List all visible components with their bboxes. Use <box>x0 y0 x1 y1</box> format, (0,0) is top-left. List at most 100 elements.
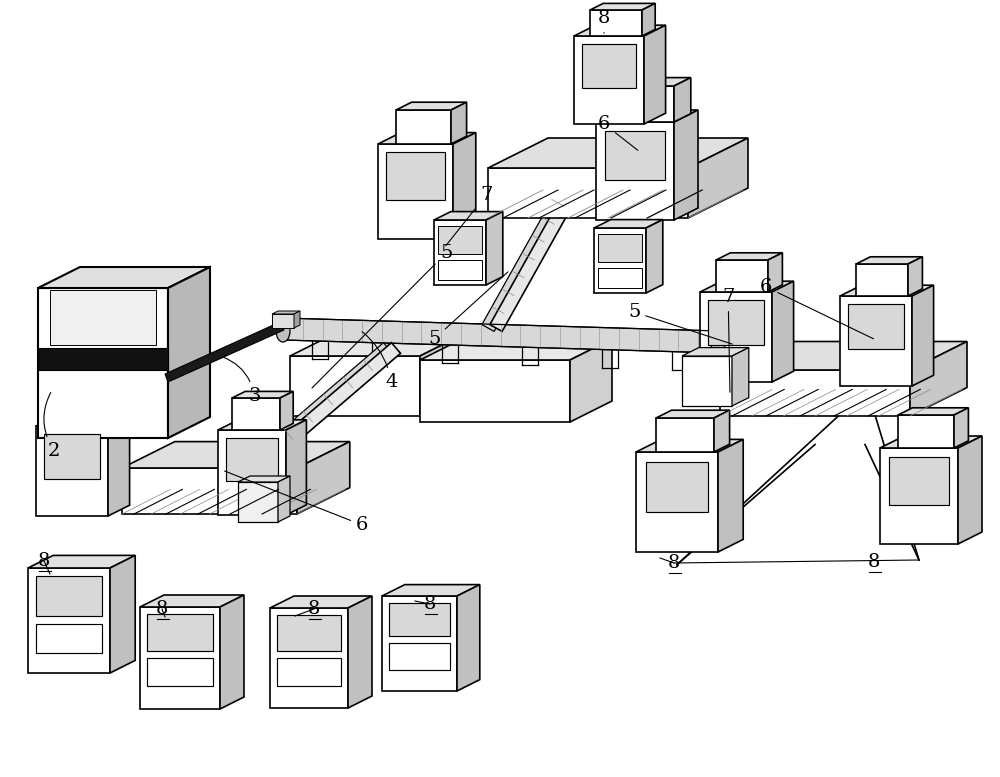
Polygon shape <box>270 608 348 708</box>
Polygon shape <box>104 386 118 426</box>
Polygon shape <box>590 10 642 36</box>
Polygon shape <box>243 343 393 473</box>
Polygon shape <box>574 25 666 36</box>
Text: 8: 8 <box>424 595 436 613</box>
Polygon shape <box>434 211 503 220</box>
Polygon shape <box>382 596 457 691</box>
Polygon shape <box>590 3 655 10</box>
Polygon shape <box>856 257 922 264</box>
Polygon shape <box>656 418 714 452</box>
Polygon shape <box>594 220 663 228</box>
Polygon shape <box>768 253 782 292</box>
Polygon shape <box>714 410 730 452</box>
Polygon shape <box>954 408 968 448</box>
Polygon shape <box>165 322 284 382</box>
Polygon shape <box>716 260 768 292</box>
Bar <box>36 576 102 616</box>
Polygon shape <box>38 267 210 288</box>
Bar <box>277 615 341 651</box>
Text: 6: 6 <box>598 115 638 150</box>
Polygon shape <box>272 311 300 314</box>
Text: 2: 2 <box>44 392 60 460</box>
Polygon shape <box>570 339 612 422</box>
Polygon shape <box>682 347 749 356</box>
Bar <box>147 657 213 686</box>
Polygon shape <box>912 285 934 386</box>
Polygon shape <box>290 356 420 416</box>
Polygon shape <box>290 336 459 356</box>
Polygon shape <box>378 144 453 239</box>
Polygon shape <box>682 356 732 406</box>
Polygon shape <box>646 220 663 293</box>
Polygon shape <box>52 393 104 426</box>
Polygon shape <box>232 392 293 398</box>
Polygon shape <box>910 342 967 416</box>
Polygon shape <box>898 415 954 448</box>
Polygon shape <box>482 182 574 332</box>
Bar <box>389 603 450 636</box>
Polygon shape <box>280 392 293 430</box>
Polygon shape <box>596 110 698 122</box>
Polygon shape <box>716 253 782 260</box>
Polygon shape <box>294 311 300 328</box>
Polygon shape <box>644 25 666 124</box>
Polygon shape <box>28 556 135 568</box>
Text: 7: 7 <box>446 186 492 246</box>
Polygon shape <box>168 267 210 438</box>
Polygon shape <box>140 595 244 607</box>
Bar <box>38 348 168 370</box>
Bar <box>582 44 636 88</box>
Polygon shape <box>272 314 294 328</box>
Polygon shape <box>732 347 749 406</box>
Polygon shape <box>840 296 912 386</box>
Polygon shape <box>688 138 748 218</box>
Polygon shape <box>616 78 691 86</box>
Polygon shape <box>700 281 794 292</box>
Polygon shape <box>880 448 958 544</box>
Polygon shape <box>594 228 646 293</box>
Text: 5: 5 <box>428 272 508 348</box>
Text: 8: 8 <box>308 600 320 618</box>
Polygon shape <box>220 595 244 709</box>
Polygon shape <box>596 122 674 220</box>
Polygon shape <box>488 138 748 168</box>
Text: 8: 8 <box>668 554 680 572</box>
Bar <box>889 457 949 505</box>
Polygon shape <box>453 133 476 239</box>
Polygon shape <box>122 468 297 514</box>
Polygon shape <box>52 386 118 393</box>
Polygon shape <box>218 430 286 515</box>
Polygon shape <box>642 3 655 36</box>
Bar <box>386 152 445 200</box>
Polygon shape <box>720 342 967 370</box>
Bar <box>598 268 642 288</box>
Polygon shape <box>880 436 982 448</box>
Polygon shape <box>122 441 350 468</box>
Polygon shape <box>840 285 934 296</box>
Polygon shape <box>38 288 168 438</box>
Polygon shape <box>898 408 968 415</box>
Polygon shape <box>278 476 290 522</box>
Polygon shape <box>232 398 280 430</box>
Polygon shape <box>286 420 306 515</box>
Polygon shape <box>108 415 130 516</box>
Polygon shape <box>772 281 794 382</box>
Bar <box>226 438 278 480</box>
Polygon shape <box>420 336 459 416</box>
Polygon shape <box>574 36 644 124</box>
Bar <box>50 290 156 345</box>
Bar <box>36 624 102 653</box>
Polygon shape <box>36 415 130 426</box>
Polygon shape <box>420 360 570 422</box>
Polygon shape <box>140 607 220 709</box>
Polygon shape <box>238 476 290 482</box>
Polygon shape <box>396 110 451 144</box>
Polygon shape <box>238 482 278 522</box>
Bar <box>605 131 665 180</box>
Bar <box>389 643 450 670</box>
Bar <box>708 300 764 345</box>
Polygon shape <box>297 441 350 514</box>
Polygon shape <box>486 211 503 285</box>
Polygon shape <box>218 420 306 430</box>
Polygon shape <box>908 257 922 296</box>
